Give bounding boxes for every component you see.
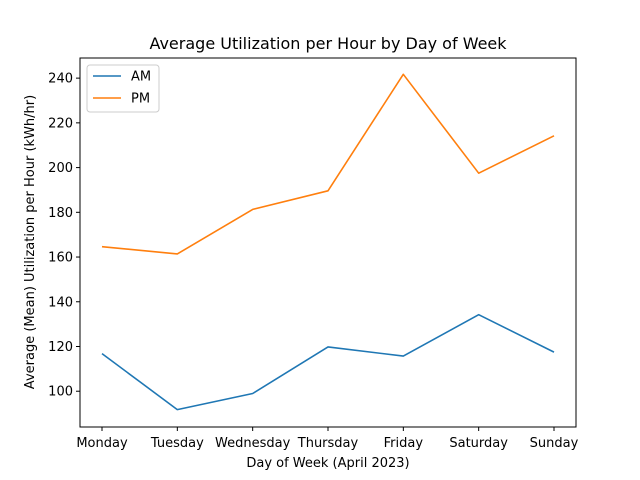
- y-tick-label: 180: [48, 206, 73, 221]
- x-tick-label: Monday: [76, 436, 128, 451]
- plot-frame: [79, 57, 577, 428]
- x-tick-label: Sunday: [530, 436, 579, 451]
- x-axis: Monday Tuesday Wednesday Thursday Friday Satu…: [76, 427, 579, 451]
- y-tick-label: 120: [48, 340, 73, 355]
- y-axis: 100 120 140 160 180 200 220 240: [48, 72, 80, 400]
- plot-lines: [101, 73, 555, 411]
- series-line-pm: [101, 73, 555, 255]
- x-tick-label: Saturday: [449, 436, 508, 451]
- x-tick-label: Wednesday: [215, 436, 291, 451]
- chart-title: Average Utilization per Hour by Day of W…: [149, 34, 507, 53]
- x-tick-label: Thursday: [297, 436, 359, 451]
- series-line-am: [101, 313, 555, 411]
- legend: AM PM: [86, 64, 160, 113]
- y-tick-label: 200: [48, 161, 73, 176]
- y-tick-label: 100: [48, 385, 73, 400]
- y-axis-label: Average (Mean) Utilization per Hour (kWh…: [23, 95, 38, 389]
- y-tick-label: 160: [48, 251, 73, 266]
- y-tick-label: 140: [48, 295, 73, 310]
- legend-label-am: AM: [131, 70, 151, 85]
- legend-label-pm: PM: [131, 92, 150, 107]
- x-axis-label: Day of Week (April 2023): [246, 456, 409, 471]
- x-tick-label: Tuesday: [150, 436, 204, 451]
- y-tick-label: 240: [48, 72, 73, 87]
- y-tick-label: 220: [48, 116, 73, 131]
- x-tick-label: Friday: [384, 436, 424, 451]
